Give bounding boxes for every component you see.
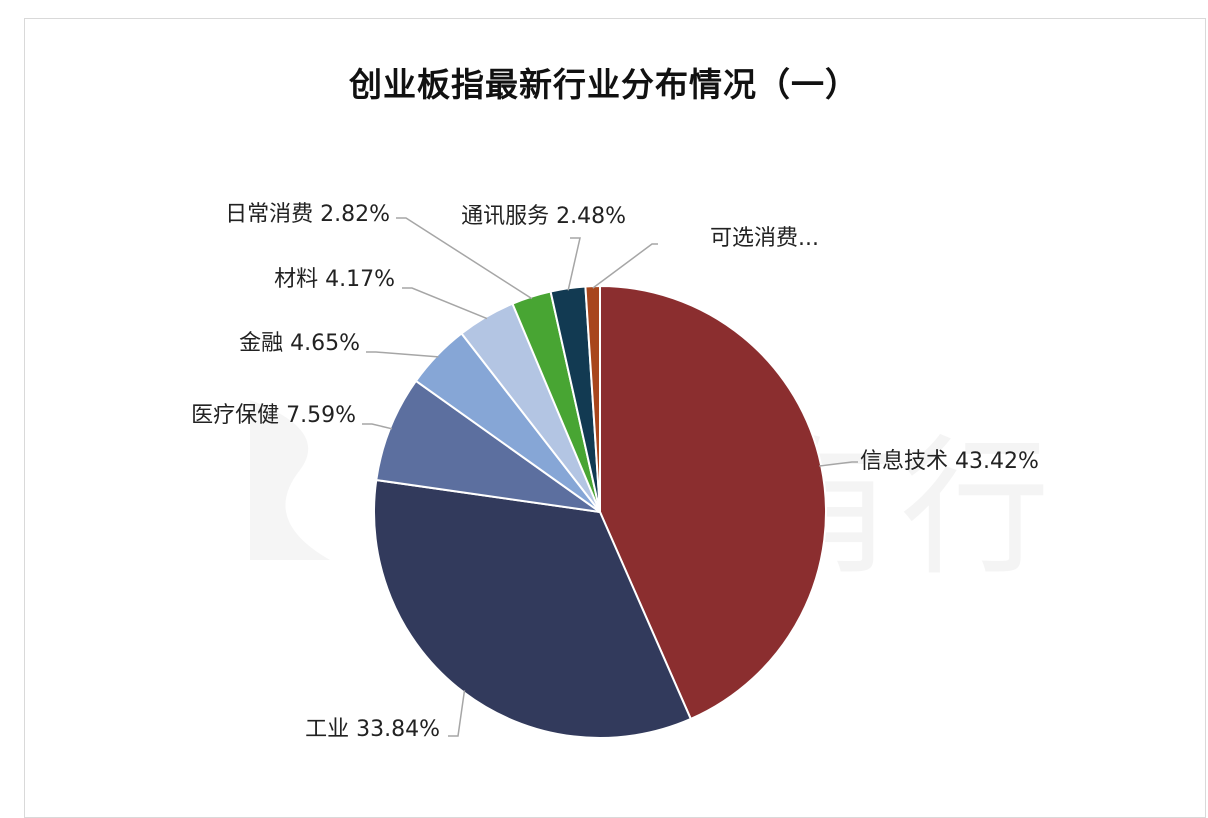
- data-label-5: 材料 4.17%: [274, 267, 395, 292]
- data-label-7: 通讯服务 2.48%: [461, 204, 626, 229]
- data-label-1: 信息技术 43.42%: [860, 449, 1039, 474]
- data-label-8: 可选消费...: [710, 226, 819, 251]
- leader-line-7: [567, 237, 581, 291]
- leader-line-5: [402, 287, 488, 320]
- data-label-2: 工业 33.84%: [305, 717, 440, 742]
- chart-title: 创业板指最新行业分布情况（一）: [349, 65, 859, 104]
- leader-line-4: [366, 351, 439, 358]
- data-label-6: 日常消费 2.82%: [225, 202, 390, 227]
- pie-slice-2: [373, 478, 693, 739]
- leader-line-2: [448, 690, 466, 737]
- data-label-3: 医疗保健 7.59%: [191, 403, 356, 428]
- leader-line-6: [396, 217, 533, 300]
- leader-line-1: [819, 461, 858, 467]
- data-label-4: 金融 4.65%: [239, 331, 360, 356]
- leader-line-8: [592, 243, 658, 289]
- watermark-logo-icon: [250, 400, 330, 560]
- pie-slice-8: [584, 284, 601, 513]
- leader-line-3: [362, 423, 393, 430]
